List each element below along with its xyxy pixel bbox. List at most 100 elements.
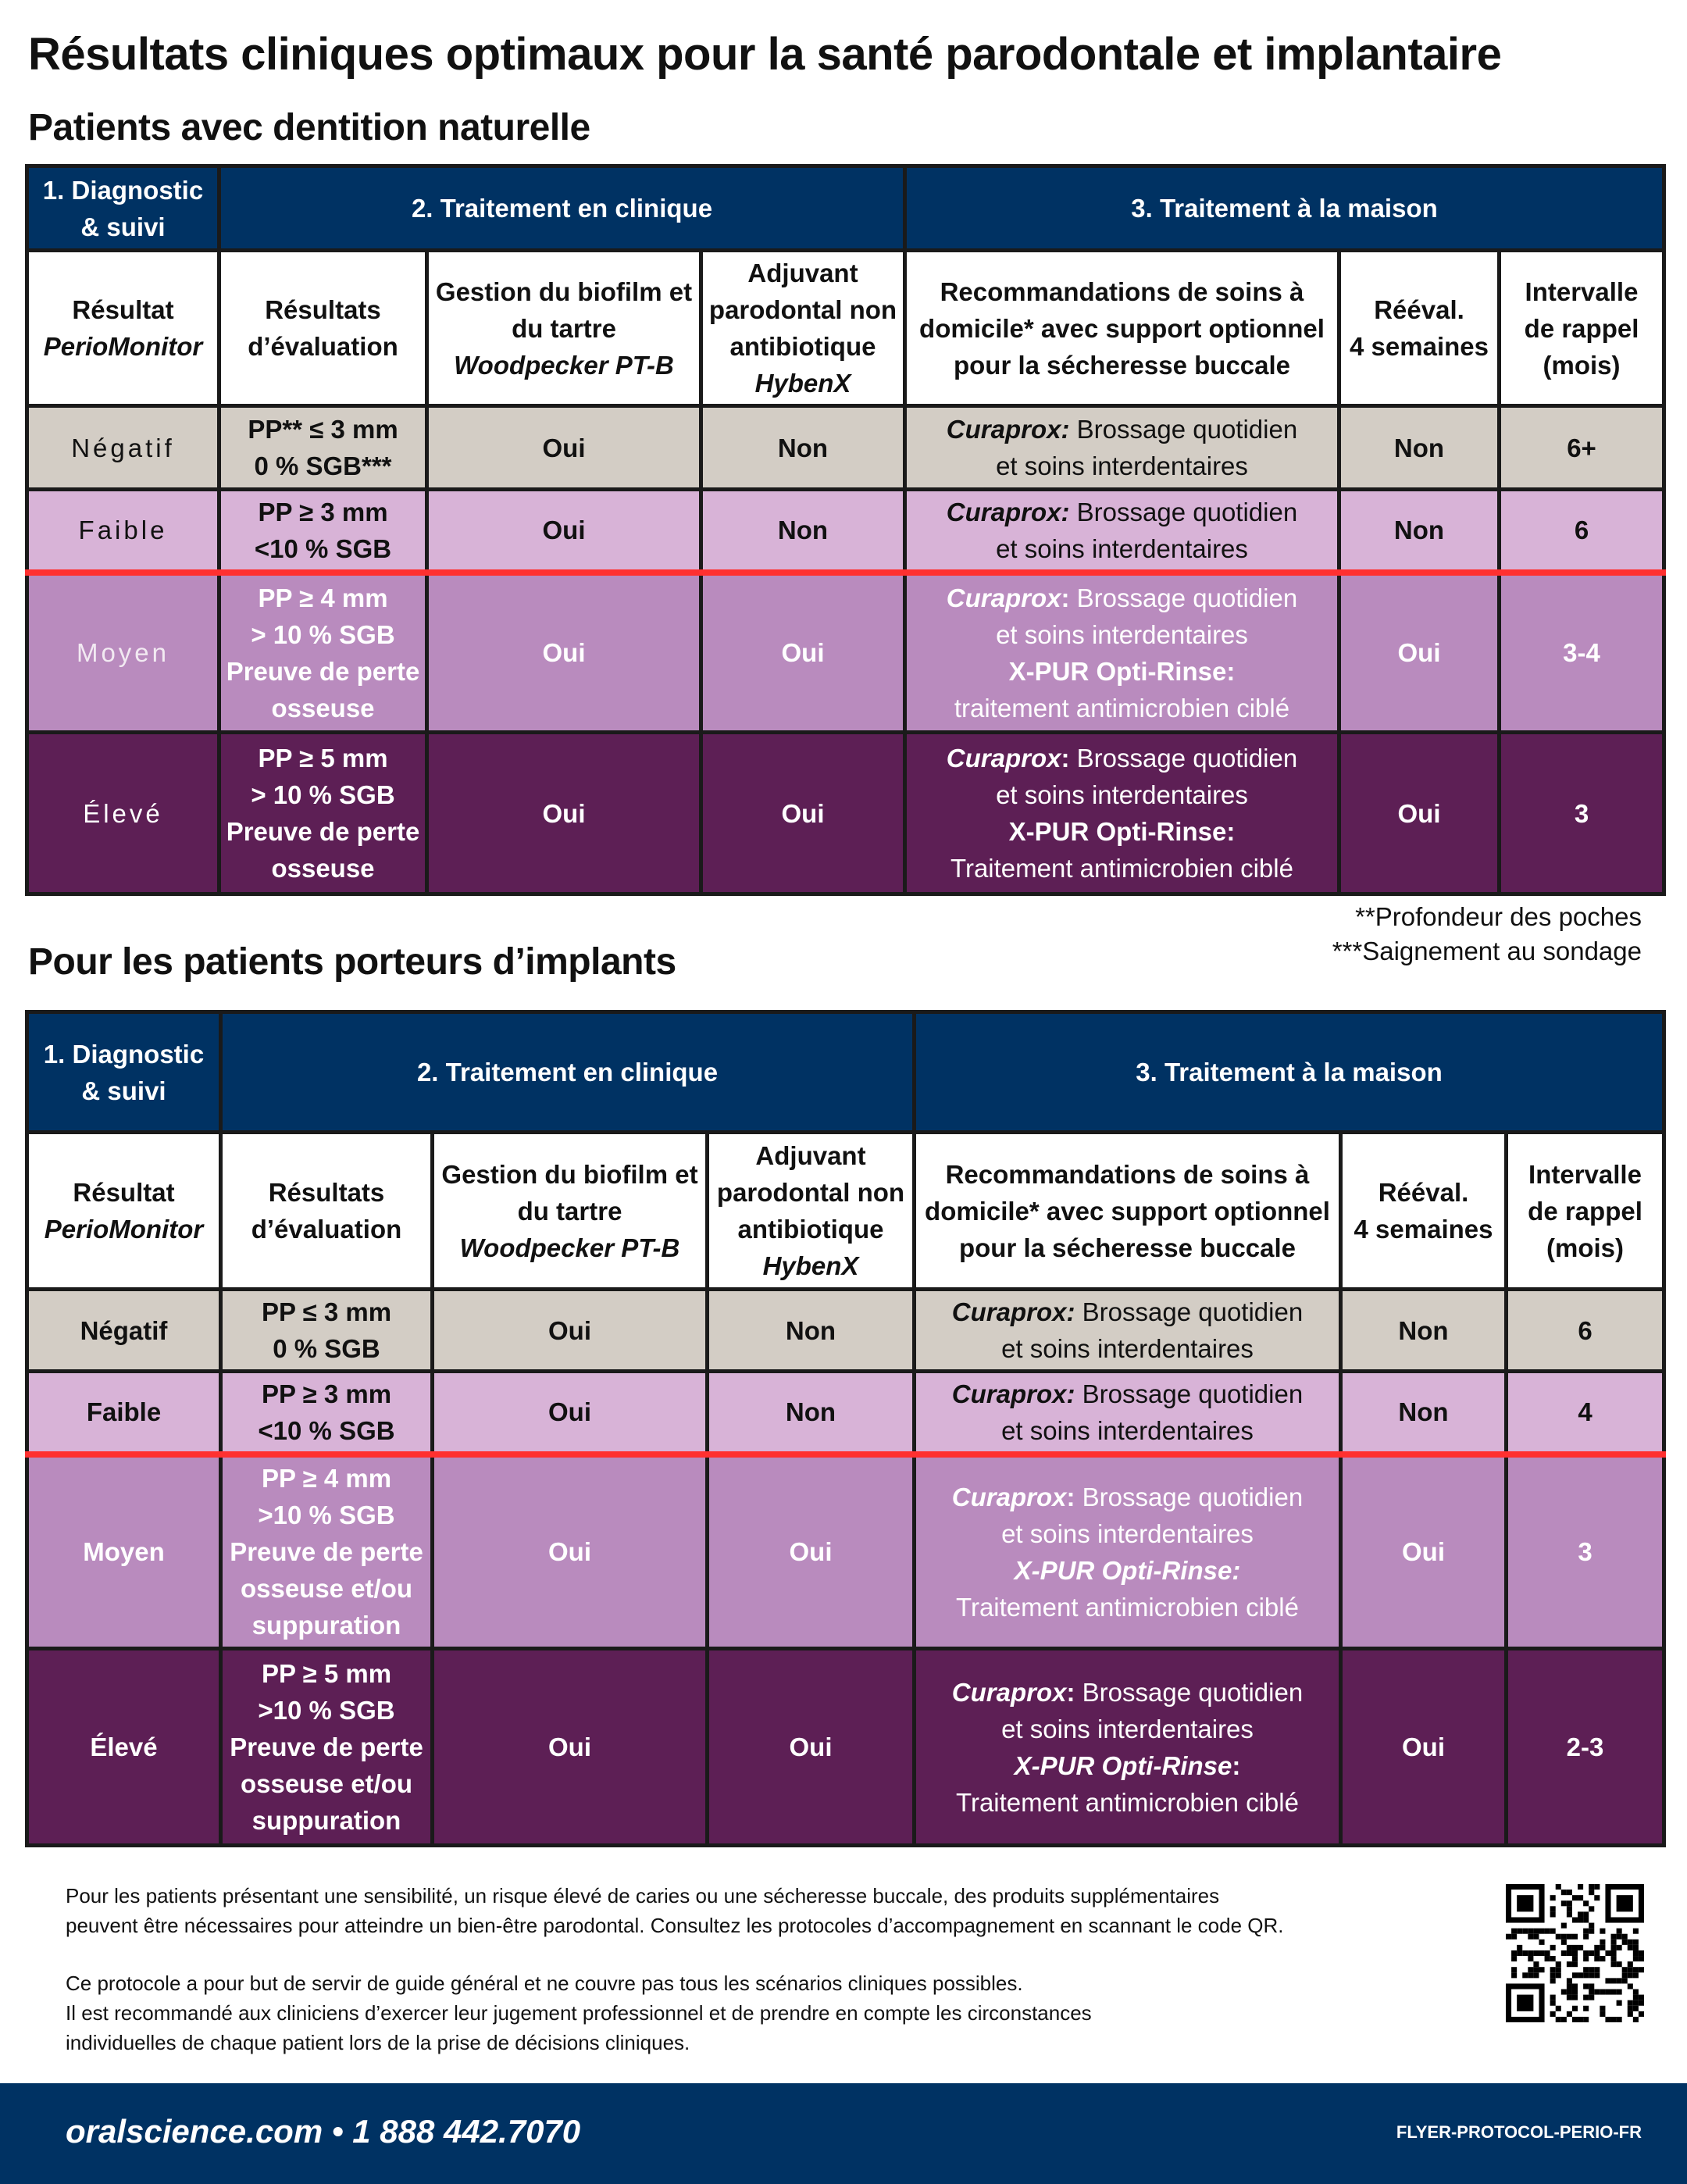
cell-line: 0 % SGB [273,1334,380,1363]
cell-line: Intervalle [1511,1156,1659,1193]
qr-code-icon[interactable] [1506,1884,1644,2022]
footnote: **Profondeur des poches [1355,902,1642,931]
cell-line: domicile* avec support optionnel [910,310,1334,347]
cell-result: Élevé [25,1647,223,1847]
cell-reeval: Oui [1339,1647,1508,1847]
text-segment: Woodpecker PT-B [454,350,674,380]
cell-result: Moyen [25,1452,223,1650]
cell-line: (mois) [1504,347,1659,384]
text-segment: : [1066,1677,1075,1707]
text-segment: 1. Diagnostic [43,1039,205,1069]
column-header-assessment: Résultats d’évaluation [217,248,429,408]
group-header: 2. Traitement en clinique [219,1010,916,1134]
column-header-result: Résultat PerioMonitor [25,1130,223,1291]
cell-line: Curaprox: Brossage quotidien [919,1294,1336,1330]
text-segment: Brossage quotidien [1069,415,1298,444]
text-segment: : [1232,1750,1241,1780]
text-segment: Curaprox [951,1677,1067,1707]
group-header: 2. Traitement en clinique [217,164,907,252]
text-segment: 2. Traitement en clinique [416,1058,719,1087]
table-row-high: Élevé PP ≥ 5 mm > 10 % SGB Preuve de perte o… [25,730,1667,896]
contact-link[interactable]: oralscience.com • 1 888 442.7070 [66,2113,581,2150]
cell-line: X-PUR Opti-Rinse: [910,813,1334,850]
cell-line: 0 % SGB*** [254,451,392,480]
cell-line: HybenX [712,1247,909,1284]
cell-reeval: Non [1339,1369,1508,1458]
table-row-high: Élevé PP ≥ 5 mm >10 % SGB Preuve de perte os… [25,1647,1667,1847]
cell-line: PP ≤ 3 mm [261,1297,392,1326]
cell-line: de rappel [1504,310,1659,347]
text-segment: X-PUR Opti-Rinse: [1008,817,1236,846]
cell-biofilm: Oui [425,730,703,896]
text-segment: & suivi [81,1076,166,1105]
cell-biofilm: Oui [425,404,703,491]
cell-adjuvant: Non [699,487,907,576]
cell-line: Gestion du biofilm et [432,273,696,310]
cell-assessment: PP ≥ 5 mm >10 % SGB Preuve de perte osseuse… [219,1647,434,1847]
text-segment: Brossage quotidien [1069,583,1298,612]
column-header-row: Résultat PerioMonitor Résultats d’évaluatio… [25,248,1667,408]
cell-line: domicile* avec support optionnel [919,1193,1336,1229]
cell-line: Adjuvant [712,1137,909,1174]
text-segment: Résultats [265,295,381,324]
cell-line: osseuse et/ou [240,1769,413,1798]
cell-line: PP ≥ 3 mm [261,1379,392,1408]
cell-recall: 3 [1496,730,1667,896]
cell-line: de rappel [1511,1193,1659,1229]
text-segment: Recommandations de soins à [945,1159,1310,1189]
cell-line: osseuse [271,693,375,723]
cell-line: pour la sécheresse buccale [919,1229,1336,1266]
cell-line: PerioMonitor [32,328,214,365]
cell-line: & suivi [32,1072,216,1109]
cell-line: d’évaluation [226,1211,427,1247]
cell-recall: 3-4 [1496,570,1667,734]
text-segment: Curaprox [946,583,1061,612]
cell-line: Traitement antimicrobien ciblé [910,850,1334,887]
cell-line: Preuve de perte [230,1537,423,1567]
cell-recall: 6 [1503,1287,1667,1373]
cell-recall: 6+ [1496,404,1667,491]
cell-adjuvant: Oui [699,730,907,896]
text-segment: Intervalle [1525,277,1639,306]
cell-line: Curaprox: Brossage quotidien [910,740,1334,776]
text-segment: Curaprox: [951,1297,1075,1326]
cell-line: Curaprox: Brossage quotidien [919,1479,1336,1515]
column-header-assessment: Résultats d’évaluation [219,1130,434,1291]
cell-result: Négatif [25,1287,223,1373]
text-segment: 2. Traitement en clinique [411,194,713,223]
cell-line: suppuration [251,1611,401,1640]
cell-home: Curaprox: Brossage quotidien et soins int… [903,570,1341,734]
text-segment: 3. Traitement à la maison [1136,1058,1443,1087]
cell-line: Curaprox: Brossage quotidien [910,580,1334,616]
footnotes: **Profondeur des poches ***Saignement au… [1332,900,1642,969]
cell-adjuvant: Non [705,1369,916,1458]
cell-line: 3. Traitement à la maison [910,190,1659,227]
text-segment: Brossage quotidien [1069,497,1298,526]
cell-line: PP ≥ 5 mm [261,1659,392,1688]
cell-line: >10 % SGB [258,1501,395,1530]
cell-assessment: PP ≥ 4 mm >10 % SGB Preuve de perte osseuse… [219,1452,434,1650]
cell-line: d’évaluation [224,328,422,365]
table-row-mid: Moyen PP ≥ 4 mm >10 % SGB Preuve de perte os… [25,1452,1667,1650]
cell-line: et soins interdentaires [919,1515,1336,1552]
group-header: 3. Traitement à la maison [911,1010,1667,1134]
text-segment: Brossage quotidien [1075,1379,1304,1408]
text-segment: et soins interdentaires [996,619,1248,649]
footer-paragraph-products: Pour les patients présentant une sensibi… [66,1881,1284,1940]
text-segment: Rééval. [1374,295,1464,324]
cell-home: Curaprox: Brossage quotidien et soins int… [903,487,1341,576]
cell-line: Résultats [224,291,422,328]
text-segment: d’évaluation [248,332,398,361]
text-segment: (mois) [1543,350,1621,380]
document-code: FLYER-PROTOCOL-PERIO-FR [1396,2122,1642,2142]
cell-result: Faible [25,487,221,576]
column-header-result: Résultat PerioMonitor [25,248,221,408]
cell-adjuvant: Oui [699,570,907,734]
text-segment: PerioMonitor [43,332,203,361]
cell-result: Moyen [25,570,221,734]
text-segment: de rappel [1524,313,1639,343]
group-header-row: 1. Diagnostic & suivi 2. Traitement en cli… [25,164,1667,252]
cell-line: <10 % SGB [254,534,392,563]
cell-line: PerioMonitor [32,1211,216,1247]
column-header-recall: Intervalle de rappel (mois) [1496,248,1667,408]
